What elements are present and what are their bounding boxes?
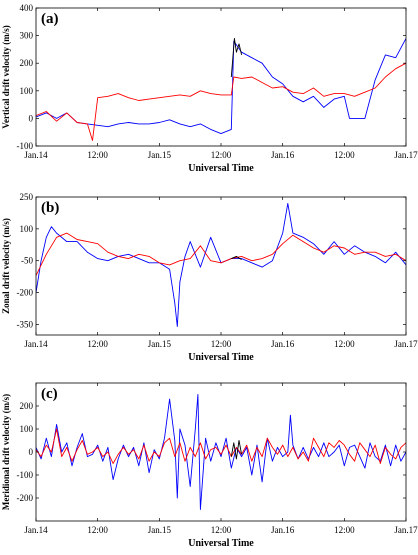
y-tick-label: -100 bbox=[17, 141, 34, 151]
plot-frame bbox=[35, 7, 407, 147]
x-tick-label: Jan.16 bbox=[271, 339, 295, 349]
series-line-2 bbox=[36, 232, 406, 276]
y-tick-label: 200 bbox=[20, 58, 34, 68]
y-axis-label: Vertical drift velocity (m/s) bbox=[1, 25, 11, 128]
x-tick-label: Jan.14 bbox=[24, 150, 48, 160]
series-line-3 bbox=[231, 255, 242, 260]
series-line-2 bbox=[36, 428, 406, 464]
y-tick-label: 400 bbox=[20, 3, 34, 13]
x-tick-label: Jan.17 bbox=[394, 525, 418, 535]
x-tick-label: Jan.16 bbox=[271, 150, 295, 160]
x-tick-label: 12:00 bbox=[334, 150, 355, 160]
x-tick-label: Jan.15 bbox=[148, 339, 172, 349]
x-tick-label: 12:00 bbox=[211, 339, 232, 349]
y-tick-label: 250 bbox=[20, 192, 34, 202]
x-tick-label: Jan.15 bbox=[148, 150, 172, 160]
x-tick-label: 12:00 bbox=[211, 150, 232, 160]
y-tick-label: -350 bbox=[17, 319, 34, 329]
x-tick-label: 12:00 bbox=[334, 525, 355, 535]
plot-frame bbox=[35, 196, 407, 336]
y-tick-label: 200 bbox=[20, 401, 34, 411]
y-tick-label: 0 bbox=[29, 113, 34, 123]
y-tick-label: -200 bbox=[17, 493, 34, 503]
panel-a: Jan.14 12:00 Jan.15 12:00 Jan.16 12:00 Jan.17 -… bbox=[1, 3, 418, 174]
x-tick-label: 12:00 bbox=[87, 525, 108, 535]
x-tick-label: Jan.17 bbox=[394, 150, 418, 160]
panel-label: (b) bbox=[41, 200, 59, 216]
y-tick-label: -50 bbox=[21, 256, 33, 266]
y-tick-label: 100 bbox=[20, 224, 34, 234]
series-line-2 bbox=[36, 62, 406, 141]
x-tick-label: Jan.14 bbox=[24, 339, 48, 349]
y-tick-label: 300 bbox=[20, 31, 34, 41]
series-line-1 bbox=[36, 38, 406, 135]
y-tick-label: -100 bbox=[17, 470, 34, 480]
y-axis-label: Meridional drift velocity (m/s) bbox=[1, 394, 11, 510]
x-tick-label: 12:00 bbox=[87, 150, 108, 160]
series-line-3 bbox=[230, 37, 243, 78]
x-axis-label: Universal Time bbox=[188, 538, 254, 549]
y-tick-label: 0 bbox=[29, 447, 34, 457]
x-tick-label: Jan.14 bbox=[24, 525, 48, 535]
x-tick-label: 12:00 bbox=[211, 525, 232, 535]
x-axis-label: Universal Time bbox=[188, 163, 254, 174]
panel-label: (a) bbox=[41, 11, 59, 27]
x-tick-label: 12:00 bbox=[87, 339, 108, 349]
y-tick-label: 100 bbox=[20, 424, 34, 434]
x-tick-label: Jan.17 bbox=[394, 339, 418, 349]
x-axis-label: Universal Time bbox=[188, 352, 254, 363]
y-tick-label: 100 bbox=[20, 86, 34, 96]
series-line-3 bbox=[230, 440, 243, 460]
series-line-1 bbox=[36, 394, 406, 510]
panel-c: Jan.14 12:00 Jan.15 12:00 Jan.16 12:00 Jan.17 -… bbox=[1, 382, 418, 549]
series-line-1 bbox=[36, 202, 406, 327]
panel-b: Jan.14 12:00 Jan.15 12:00 Jan.16 12:00 Jan.17 -… bbox=[1, 192, 418, 363]
panel-label: (c) bbox=[41, 386, 58, 402]
y-axis-label: Zonal drift velocity (m/s) bbox=[1, 218, 11, 314]
x-tick-label: Jan.16 bbox=[271, 525, 295, 535]
x-tick-label: Jan.15 bbox=[148, 525, 172, 535]
x-tick-label: 12:00 bbox=[334, 339, 355, 349]
y-tick-label: -200 bbox=[17, 288, 34, 298]
